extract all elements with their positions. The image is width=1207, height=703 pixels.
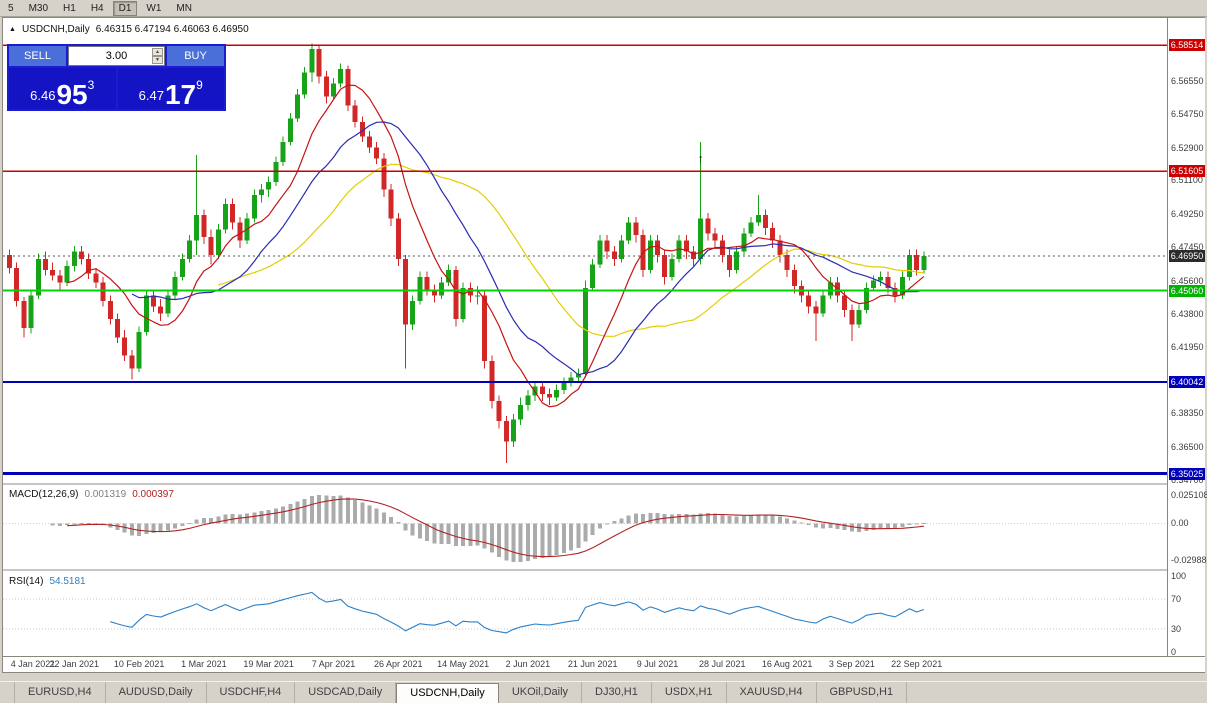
price-axis-tick: 6.47450: [1171, 241, 1204, 252]
rsi-value: 54.5181: [49, 576, 86, 587]
date-axis-label: 21 Jun 2021: [567, 659, 618, 669]
rsi-axis-label: 70: [1171, 593, 1182, 604]
price-axis-badge: 6.45060: [1169, 284, 1205, 297]
volume-down-button[interactable]: ▼: [152, 56, 163, 64]
price-axis-tick: 6.56550: [1171, 75, 1204, 86]
date-axis-label: 28 Jul 2021: [699, 659, 746, 669]
price-axis-tick: 6.45600: [1171, 275, 1204, 286]
chart-arrow-marker: ↑: [698, 153, 704, 165]
rsi-name: RSI(14): [9, 576, 44, 587]
chart-tab-usdx[interactable]: USDX,H1: [652, 682, 727, 703]
price-axis-badge: 6.46950: [1169, 250, 1205, 263]
macd-axis-label: 0.025108: [1171, 490, 1207, 500]
one-click-trading-panel: SELL ▲ ▼ BUY 6.46 95 3 6.47 17 9: [7, 44, 226, 111]
buy-button[interactable]: BUY: [167, 46, 224, 66]
chart-tab-ukoil[interactable]: UKOil,Daily: [499, 682, 583, 703]
date-axis-label: 3 Sep 2021: [828, 659, 875, 669]
price-axis-badge: 6.58514: [1169, 39, 1205, 52]
chart-tab-gbpusd[interactable]: GBPUSD,H1: [817, 682, 908, 703]
price-axis-badge: 6.51605: [1169, 165, 1205, 178]
timeframe-button-w1[interactable]: W1: [146, 2, 162, 14]
collapse-chart-icon[interactable]: ▲: [9, 26, 16, 33]
rsi-axis-label: 0: [1171, 647, 1177, 657]
price-axis-badge: 6.35025: [1169, 467, 1205, 480]
price-axis-tick: 6.36500: [1171, 441, 1204, 452]
buy-price-pip: 9: [196, 78, 203, 92]
sell-price-main: 6.46: [30, 88, 56, 103]
sell-price-big: 95: [56, 78, 88, 110]
price-axis-tick: 6.51100: [1171, 175, 1203, 186]
date-axis: 4 Jan 2021 22 Jan 2021 10 Feb 2021 1 Mar 20…: [3, 656, 1205, 672]
timeframe-button-h1[interactable]: H1: [63, 2, 76, 14]
macd-value-main: 0.001319: [84, 489, 127, 500]
date-axis-label: 7 Apr 2021: [311, 659, 356, 669]
chart-tab-eurusd[interactable]: EURUSD,H4: [14, 682, 106, 703]
timeframe-button-5[interactable]: 5: [8, 2, 14, 14]
volume-input[interactable]: [93, 50, 140, 62]
date-axis-label: 22 Jan 2021: [49, 659, 100, 669]
date-axis-label: 1 Mar 2021: [181, 659, 227, 669]
macd-name: MACD(12,26,9): [9, 489, 79, 500]
volume-box: ▲ ▼: [68, 46, 165, 66]
price-axis-tick: 6.41950: [1171, 342, 1204, 353]
chart-symbol-title: USDCNH,Daily: [21, 24, 90, 35]
buy-price-main: 6.47: [138, 88, 164, 103]
chart-tab-bar: EURUSD,H4 AUDUSD,Daily USDCHF,H4 USDCAD,Dai…: [0, 681, 1207, 703]
sell-price-display[interactable]: 6.46 95 3: [9, 68, 116, 109]
date-axis-label: 26 Apr 2021: [374, 659, 423, 669]
price-chart-canvas[interactable]: ↑: [3, 18, 1167, 656]
macd-indicator-label: MACD(12,26,9) 0.001319 0.000397: [9, 489, 174, 500]
buy-price-big: 17: [164, 78, 197, 110]
price-axis-badge: 6.40042: [1169, 376, 1205, 389]
timeframe-button-d1[interactable]: D1: [112, 0, 138, 16]
chart-ohlc-values: 6.46315 6.47194 6.46063 6.46950: [95, 24, 249, 35]
price-axis-tick: 6.43800: [1171, 308, 1204, 319]
price-axis-tick: 6.38350: [1171, 408, 1204, 419]
price-axis-tick: 6.52900: [1171, 142, 1204, 153]
rsi-axis-label: 30: [1171, 624, 1182, 635]
price-axis: 6.56550 6.54750 6.52900 6.51100 6.49250 6.474…: [1167, 18, 1207, 657]
price-axis-tick: 6.49250: [1171, 209, 1204, 220]
date-axis-label: 10 Feb 2021: [113, 659, 165, 669]
date-axis-label: 4 Jan 2021: [10, 659, 56, 669]
date-axis-label: 14 May 2021: [437, 659, 490, 669]
chart-tab-usdchf[interactable]: USDCHF,H4: [207, 682, 296, 703]
chart-title-bar: ▲ USDCNH,Daily 6.46315 6.47194 6.46063 6…: [9, 24, 249, 35]
macd-value-signal: 0.000397: [132, 489, 174, 500]
date-axis-label: 9 Jul 2021: [636, 659, 679, 669]
sell-price-pip: 3: [87, 78, 95, 92]
sell-button[interactable]: SELL: [9, 46, 66, 66]
date-axis-label: 2 Jun 2021: [505, 659, 551, 669]
timeframe-toolbar: 5 M30 H1 H4 D1 W1 MN: [0, 0, 1207, 17]
date-axis-label: 22 Sep 2021: [891, 659, 943, 669]
buy-price-display[interactable]: 6.47 17 9: [117, 68, 224, 110]
date-axis-label: 16 Aug 2021: [761, 659, 813, 669]
chart-tab-audusd[interactable]: AUDUSD,Daily: [106, 682, 207, 703]
rsi-indicator-label: RSI(14) 54.5181: [9, 576, 86, 587]
chart-tab-dj30[interactable]: DJ30,H1: [582, 682, 652, 703]
chart-tab-usdcad[interactable]: USDCAD,Daily: [295, 682, 397, 703]
macd-axis-label: 0.00: [1171, 517, 1189, 528]
date-axis-label: 19 Mar 2021: [243, 659, 294, 669]
timeframe-button-m30[interactable]: M30: [28, 2, 49, 14]
rsi-axis-label: 100: [1171, 571, 1187, 581]
volume-up-button[interactable]: ▲: [152, 48, 163, 56]
timeframe-button-h4[interactable]: H4: [90, 2, 104, 14]
price-axis-tick: 6.54750: [1171, 108, 1204, 119]
chart-tab-xauusd[interactable]: XAUUSD,H4: [727, 682, 817, 703]
timeframe-button-mn[interactable]: MN: [176, 2, 192, 14]
chart-tab-usdcnh[interactable]: USDCNH,Daily: [396, 683, 499, 703]
